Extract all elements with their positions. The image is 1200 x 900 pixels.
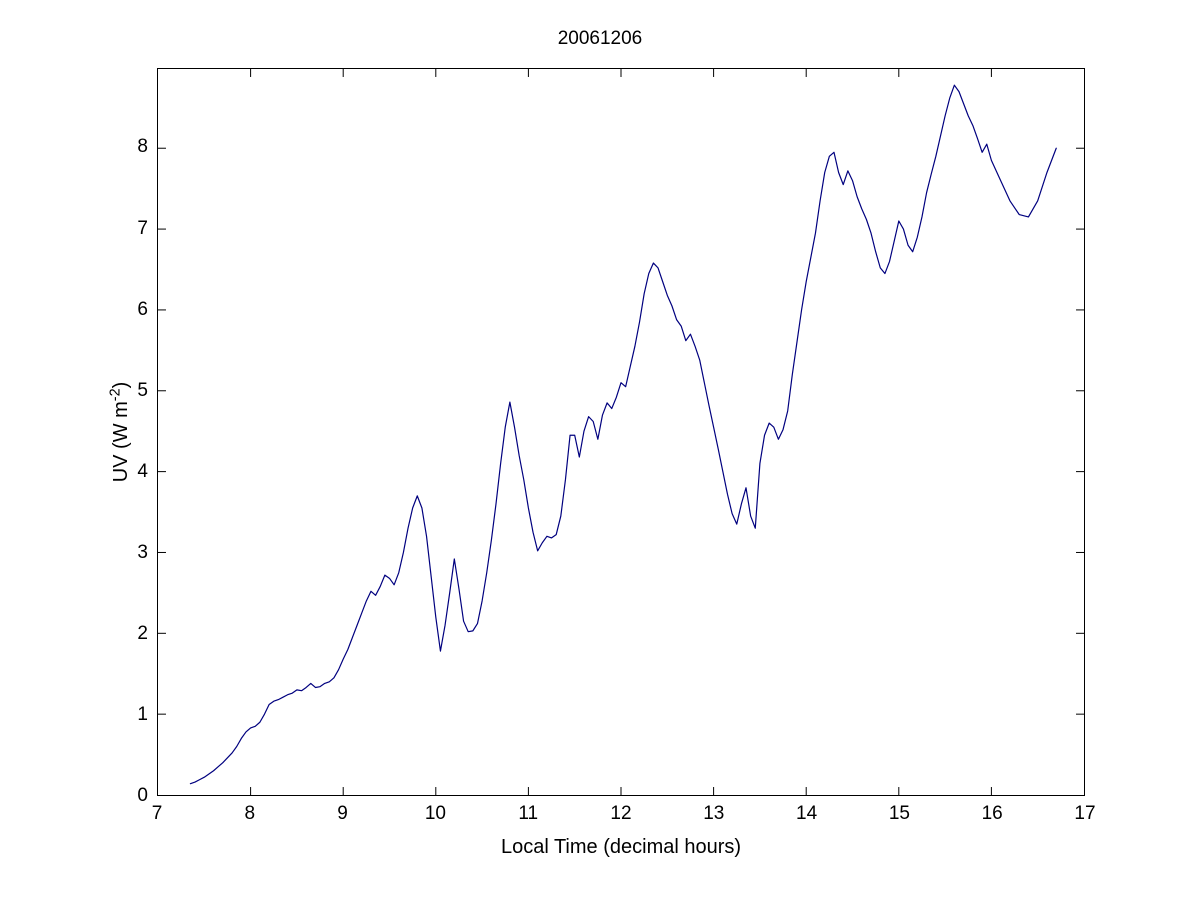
y-axis-ticks [158,147,1084,715]
y-tick-label: 1 [137,703,148,725]
y-tick-label: 3 [137,541,148,563]
y-tick-label: 4 [137,460,148,482]
uv-irradiance-line [189,84,1057,785]
chart-title: 20061206 [557,28,643,49]
x-tick-label: 8 [244,803,256,824]
x-tick-label: 15 [888,803,910,824]
plot-axes-box [157,68,1085,796]
x-tick-label: 7 [151,803,163,824]
y-tick-label: 2 [137,622,148,644]
x-tick-label: 9 [337,803,348,824]
x-tick-label: 17 [1074,803,1096,824]
y-axis-tick-labels: 0 1 2 3 4 5 6 7 8 [108,0,148,900]
x-axis-title: Local Time (decimal hours) [500,836,742,858]
x-tick-label: 14 [796,803,818,824]
y-axis-title-base: UV (W m [110,401,132,483]
x-axis-ticks [250,69,992,795]
x-tick-label: 16 [981,803,1003,824]
x-tick-label: 11 [518,803,539,824]
y-tick-label: 7 [137,217,148,239]
y-tick-label: 0 [137,785,148,806]
y-tick-label: 6 [137,298,148,320]
line-chart-svg [158,69,1084,795]
x-tick-label: 12 [610,803,632,824]
x-tick-label: 13 [703,803,725,824]
x-tick-label: 10 [424,803,446,824]
x-axis-tick-labels: 7 8 9 10 11 12 13 14 15 16 17 [0,803,1200,833]
y-tick-label: 8 [137,136,148,158]
y-tick-label: 5 [137,379,148,401]
y-axis-title: UV (W m-2) [107,282,133,582]
y-axis-title-close: ) [110,381,132,389]
y-axis-title-exponent: -2 [107,388,124,402]
